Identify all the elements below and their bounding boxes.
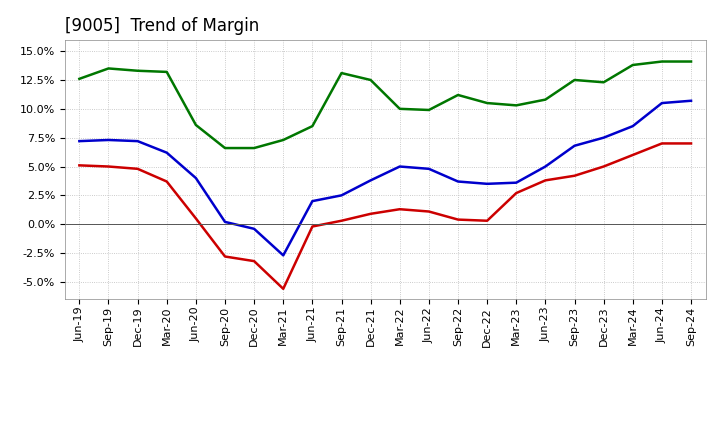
Ordinary Income xyxy=(687,98,696,103)
Operating Cashflow xyxy=(657,59,666,64)
Net Income xyxy=(279,286,287,291)
Operating Cashflow xyxy=(104,66,113,71)
Net Income xyxy=(599,164,608,169)
Net Income xyxy=(250,258,258,264)
Operating Cashflow xyxy=(250,145,258,150)
Net Income xyxy=(454,217,462,222)
Ordinary Income xyxy=(133,139,142,144)
Net Income xyxy=(425,209,433,214)
Ordinary Income xyxy=(454,179,462,184)
Operating Cashflow xyxy=(192,122,200,128)
Ordinary Income xyxy=(279,253,287,258)
Operating Cashflow xyxy=(483,100,492,106)
Operating Cashflow xyxy=(687,59,696,64)
Ordinary Income xyxy=(395,164,404,169)
Net Income xyxy=(541,178,550,183)
Operating Cashflow xyxy=(163,69,171,74)
Operating Cashflow xyxy=(75,76,84,81)
Operating Cashflow xyxy=(279,137,287,143)
Line: Operating Cashflow: Operating Cashflow xyxy=(79,62,691,148)
Net Income xyxy=(220,254,229,259)
Net Income xyxy=(366,211,375,216)
Ordinary Income xyxy=(541,164,550,169)
Ordinary Income xyxy=(192,176,200,181)
Operating Cashflow xyxy=(512,103,521,108)
Net Income xyxy=(133,166,142,172)
Text: [9005]  Trend of Margin: [9005] Trend of Margin xyxy=(65,17,259,35)
Operating Cashflow xyxy=(570,77,579,83)
Line: Net Income: Net Income xyxy=(79,143,691,289)
Operating Cashflow xyxy=(454,92,462,98)
Operating Cashflow xyxy=(337,70,346,76)
Net Income xyxy=(75,163,84,168)
Ordinary Income xyxy=(425,166,433,172)
Operating Cashflow xyxy=(220,145,229,150)
Ordinary Income xyxy=(75,139,84,144)
Ordinary Income xyxy=(104,137,113,143)
Operating Cashflow xyxy=(395,106,404,111)
Net Income xyxy=(657,141,666,146)
Line: Ordinary Income: Ordinary Income xyxy=(79,101,691,255)
Ordinary Income xyxy=(512,180,521,185)
Net Income xyxy=(483,218,492,224)
Ordinary Income xyxy=(220,219,229,224)
Net Income xyxy=(512,191,521,196)
Net Income xyxy=(570,173,579,178)
Net Income xyxy=(308,224,317,229)
Net Income xyxy=(337,218,346,224)
Net Income xyxy=(629,152,637,158)
Operating Cashflow xyxy=(133,68,142,73)
Operating Cashflow xyxy=(629,62,637,68)
Ordinary Income xyxy=(163,150,171,155)
Operating Cashflow xyxy=(599,80,608,85)
Net Income xyxy=(163,179,171,184)
Ordinary Income xyxy=(657,100,666,106)
Operating Cashflow xyxy=(366,77,375,83)
Ordinary Income xyxy=(337,193,346,198)
Ordinary Income xyxy=(366,178,375,183)
Ordinary Income xyxy=(629,124,637,129)
Net Income xyxy=(395,206,404,212)
Operating Cashflow xyxy=(308,124,317,129)
Ordinary Income xyxy=(570,143,579,148)
Net Income xyxy=(687,141,696,146)
Net Income xyxy=(192,216,200,221)
Ordinary Income xyxy=(308,198,317,204)
Ordinary Income xyxy=(599,135,608,140)
Operating Cashflow xyxy=(425,107,433,113)
Operating Cashflow xyxy=(541,97,550,102)
Ordinary Income xyxy=(483,181,492,187)
Ordinary Income xyxy=(250,226,258,231)
Net Income xyxy=(104,164,113,169)
